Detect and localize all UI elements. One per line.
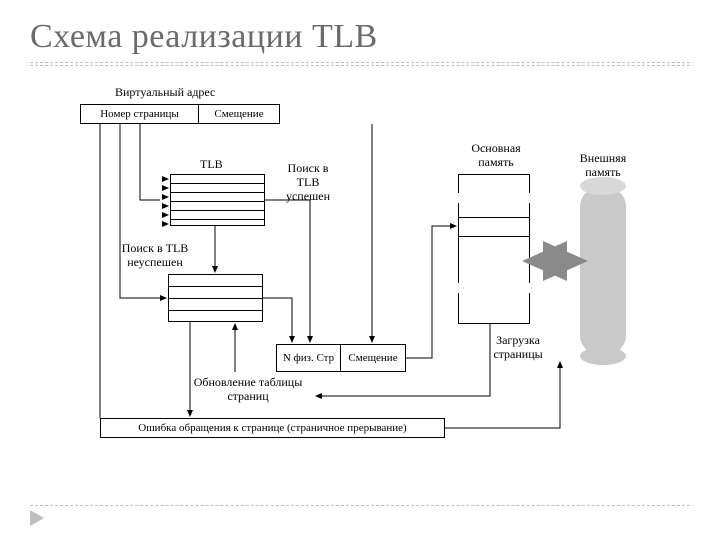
load-page-label: Загрузка страницы	[480, 334, 556, 362]
offset2-cell: Смещение	[341, 345, 405, 371]
main-memory-frame	[459, 217, 529, 237]
external-memory-cylinder	[580, 186, 626, 356]
offset-cell: Смещение	[199, 105, 279, 123]
play-icon	[30, 510, 44, 526]
main-memory-block	[458, 174, 530, 324]
tlb-diagram: Виртуальный адрес Номер страницы Смещени…	[60, 76, 660, 496]
main-memory-label: Основная память	[458, 142, 534, 170]
update-pt-label: Обновление таблицы страниц	[188, 376, 308, 404]
tlb-hit-label: Поиск в TLB успешен	[278, 162, 338, 203]
external-memory-label: Внешняя память	[568, 152, 638, 180]
page-number-cell: Номер страницы	[81, 105, 199, 123]
tlb-miss-label: Поиск в TLB неуспешен	[110, 242, 200, 270]
divider	[30, 62, 690, 63]
divider	[30, 65, 690, 66]
tlb-table	[170, 174, 265, 226]
tlb-label: TLB	[200, 158, 223, 172]
page-title: Схема реализации TLB	[30, 18, 690, 56]
divider	[30, 505, 690, 506]
virtual-address-label: Виртуальный адрес	[115, 86, 215, 100]
page-fault-box: Ошибка обращения к странице (страничное …	[100, 418, 445, 438]
phys-page-no-text: N физ. Стр	[283, 352, 334, 365]
phys-page-no-cell: N физ. Стр	[277, 345, 341, 371]
page-table	[168, 274, 263, 322]
